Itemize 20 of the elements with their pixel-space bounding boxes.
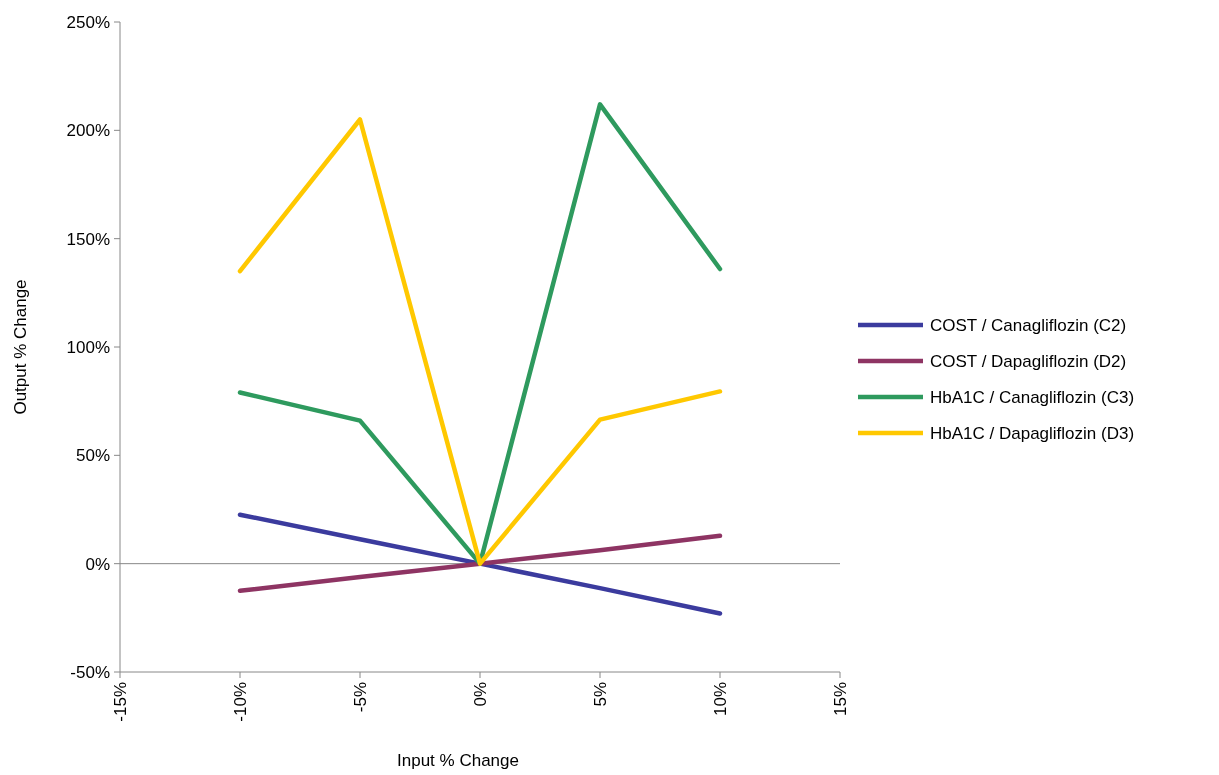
legend-label: HbA1C / Canagliflozin (C3) xyxy=(930,387,1135,407)
x-tick-label: 0% xyxy=(470,682,490,707)
y-tick-label: 0% xyxy=(85,554,110,574)
y-tick-label: 250% xyxy=(66,12,110,32)
x-tick-label: -15% xyxy=(110,682,130,722)
y-tick-label: -50% xyxy=(70,662,110,682)
y-tick-label: 200% xyxy=(66,121,110,141)
x-tick-label: 10% xyxy=(710,682,730,717)
legend-label: COST / Dapagliflozin (D2) xyxy=(930,351,1127,371)
legend-label: HbA1C / Dapagliflozin (D3) xyxy=(930,423,1135,443)
y-tick-label: 100% xyxy=(66,337,110,357)
x-tick-label: -10% xyxy=(230,682,250,722)
y-tick-label: 150% xyxy=(66,229,110,249)
x-tick-label: 5% xyxy=(590,682,610,707)
x-axis-title: Input % Change xyxy=(397,751,519,770)
y-axis-title: Output % Change xyxy=(11,279,30,415)
legend-label: COST / Canagliflozin (C2) xyxy=(930,315,1127,335)
x-tick-label: -5% xyxy=(350,682,370,713)
x-tick-label: 15% xyxy=(830,682,850,717)
y-tick-label: 50% xyxy=(75,446,110,466)
